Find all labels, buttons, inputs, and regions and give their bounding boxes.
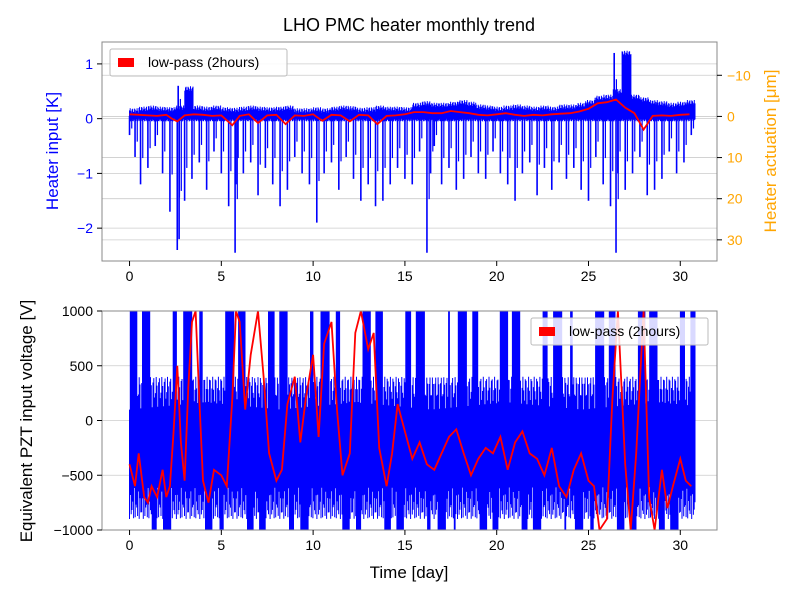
bottom-y-ticks: 1000 500 0 −500 −1000 [54, 303, 102, 538]
bottom-plot-area [128, 311, 696, 530]
bottom-legend-box [530, 317, 709, 346]
bottom-y-tick-label: −500 [61, 467, 93, 483]
bottom-legend: low-pass (2hours) [530, 317, 709, 346]
top-x-tick-label: 15 [397, 268, 413, 284]
top-x-ticks: 0 5 10 15 20 25 30 [126, 261, 688, 284]
top-x-tick-label: 20 [489, 268, 505, 284]
bottom-lowpass-line [128, 311, 692, 530]
top-x-tick-label: 0 [126, 268, 134, 284]
bottom-legend-label: low-pass (2hours) [569, 323, 680, 339]
top-legend-label: low-pass (2hours) [148, 54, 259, 70]
top-raw-series [128, 50, 696, 253]
top-y-ticks-right: −10 0 10 20 30 [717, 67, 751, 248]
bottom-x-tick-label: 30 [672, 537, 688, 553]
top-x-tick-label: 5 [217, 268, 225, 284]
top-legend-box [109, 48, 288, 77]
top-legend: low-pass (2hours) [109, 48, 288, 77]
bottom-x-tick-label: 0 [126, 537, 134, 553]
bottom-x-axis-label: Time [day] [370, 563, 449, 582]
top-y-right-tick-label: 10 [727, 150, 743, 166]
top-y-tick-label: −1 [77, 165, 93, 181]
top-axes-frame [101, 41, 718, 262]
top-y-tick-label: 0 [85, 111, 93, 127]
bottom-y-tick-label: 1000 [62, 303, 93, 319]
top-y-right-tick-label: 30 [727, 232, 743, 248]
bottom-y-tick-label: −1000 [54, 522, 94, 538]
bottom-x-ticks: 0 5 10 15 20 25 30 [126, 530, 688, 553]
bottom-legend-swatch [539, 327, 555, 336]
top-y-ticks-left: 1 0 −1 −2 [77, 56, 102, 236]
top-x-tick-label: 25 [581, 268, 597, 284]
top-y-axis-label-left: Heater input [K] [43, 92, 62, 210]
chart-title: LHO PMC heater monthly trend [283, 15, 535, 35]
top-plot-area [128, 50, 696, 253]
top-y-tick-label: 1 [85, 56, 93, 72]
bottom-x-tick-label: 20 [489, 537, 505, 553]
top-y-right-tick-label: 20 [727, 191, 743, 207]
bottom-x-tick-label: 15 [397, 537, 413, 553]
top-x-tick-label: 10 [305, 268, 321, 284]
top-x-tick-label: 30 [672, 268, 688, 284]
bottom-x-tick-label: 5 [217, 537, 225, 553]
bottom-y-tick-label: 0 [85, 413, 93, 429]
top-legend-swatch [118, 58, 134, 67]
bottom-x-tick-label: 25 [581, 537, 597, 553]
bottom-x-tick-label: 10 [305, 537, 321, 553]
top-y-tick-label: −2 [77, 220, 93, 236]
bottom-y-axis-label: Equivalent PZT input voltage [V] [17, 300, 36, 543]
top-y-axis-label-right: Heater actuation [μm] [761, 70, 780, 233]
bottom-y-tick-label: 500 [70, 358, 94, 374]
top-lowpass-line [129, 98, 690, 132]
top-y-right-tick-label: −10 [727, 67, 751, 83]
top-y-right-tick-label: 0 [727, 108, 735, 124]
